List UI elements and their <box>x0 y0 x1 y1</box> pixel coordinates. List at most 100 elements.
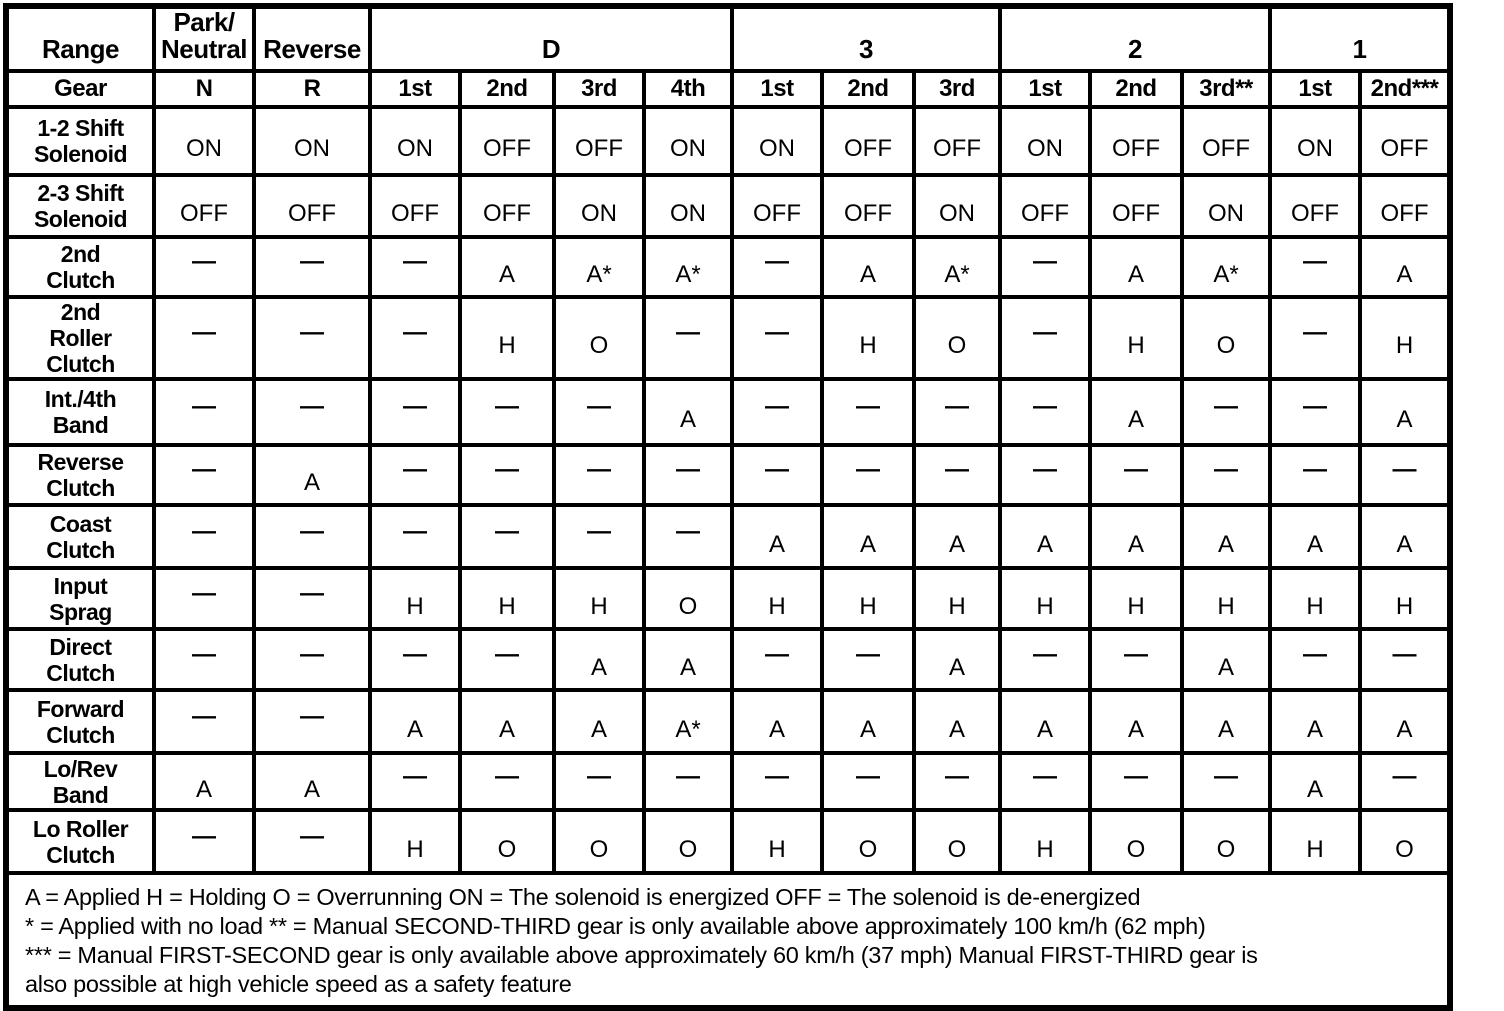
gear-header-cell: 2nd <box>820 69 916 109</box>
applied-value: OFF <box>180 200 228 227</box>
value-cell: — <box>252 808 372 875</box>
value-cell: H <box>458 295 556 381</box>
value-cell: A <box>998 503 1092 570</box>
notes-line: * = Applied with no load ** = Manual SEC… <box>25 913 1206 939</box>
dash-value: — <box>765 248 789 275</box>
value-cell: — <box>1268 443 1362 507</box>
dash-value: — <box>192 579 216 607</box>
applied-value: ON <box>1208 200 1244 227</box>
gear-header-cell: 4th <box>642 69 734 109</box>
value-cell: — <box>368 443 462 507</box>
applied-value: ON <box>581 200 617 227</box>
value-cell: OFF <box>252 173 372 239</box>
value-cell: — <box>252 235 372 299</box>
dash-value: — <box>495 517 519 545</box>
value-cell: A <box>1088 235 1184 299</box>
value-cell: A <box>1088 503 1184 570</box>
dash-value: — <box>1303 456 1327 483</box>
value-cell: H <box>730 808 824 875</box>
gear-header-cell: N <box>152 69 256 109</box>
row-label-cell: Direct Clutch <box>4 627 156 692</box>
dash-value: — <box>403 640 427 668</box>
value-cell: — <box>1088 627 1184 692</box>
dash-value: — <box>765 640 789 668</box>
dash-value: — <box>403 319 427 346</box>
value-cell: ON <box>1268 105 1362 177</box>
row-label-cell: Reverse Clutch <box>4 443 156 507</box>
dash-value: — <box>192 702 216 730</box>
value-cell: H <box>1088 566 1184 631</box>
dash-value: — <box>1214 456 1238 483</box>
dash-value: — <box>192 517 216 545</box>
value-cell: A <box>642 627 734 692</box>
clutch-application-table: Range Park/ Neutral Reverse D 3 2 1 Gear N R 1s… <box>3 3 1453 1011</box>
applied-value: H <box>1306 592 1324 620</box>
value-cell: A <box>458 688 556 755</box>
value-cell: A <box>252 443 372 507</box>
value-cell: O <box>820 808 916 875</box>
dash-value: — <box>765 393 789 420</box>
dash-value: — <box>856 393 880 420</box>
dash-value: — <box>1033 456 1057 483</box>
value-cell: H <box>1358 295 1452 381</box>
value-cell: — <box>642 751 734 812</box>
applied-value: OFF <box>933 135 981 162</box>
value-cell: — <box>642 503 734 570</box>
table-body: 1-2 Shift Solenoid ON ON ON OFF OFF ON ON OFF OFF… <box>4 105 1452 875</box>
value-cell: O <box>642 566 734 631</box>
dash-value: — <box>676 517 700 545</box>
dash-value: — <box>1214 762 1238 790</box>
value-cell: — <box>1180 443 1272 507</box>
dash-value: — <box>403 393 427 420</box>
applied-value: H <box>1395 332 1414 359</box>
applied-value: OFF <box>844 135 892 162</box>
applied-value: O <box>1216 332 1236 359</box>
applied-value: O <box>678 835 698 863</box>
value-cell: O <box>642 808 734 875</box>
dash-value: — <box>1033 248 1057 275</box>
value-cell: H <box>1358 566 1452 631</box>
value-cell: ON <box>730 105 824 177</box>
value-cell: A <box>1088 688 1184 755</box>
value-cell: — <box>998 751 1092 812</box>
gear-corner-cell: Gear <box>4 69 156 109</box>
dash-value: — <box>192 640 216 668</box>
value-cell: A <box>552 627 646 692</box>
dash-value: — <box>1033 319 1057 346</box>
applied-value: H <box>948 592 966 620</box>
value-cell: ON <box>912 173 1002 239</box>
range-group-header: Park/ Neutral <box>152 4 256 73</box>
dash-value: — <box>300 517 324 545</box>
value-cell: OFF <box>1088 173 1184 239</box>
value-cell: A <box>1268 503 1362 570</box>
notes-line: also possible at high vehicle speed as a… <box>25 971 572 997</box>
value-cell: ON <box>998 105 1092 177</box>
value-cell: H <box>820 566 916 631</box>
value-cell: A <box>1180 688 1272 755</box>
value-cell: OFF <box>552 105 646 177</box>
dash-value: — <box>495 393 519 420</box>
applied-value: A* <box>586 261 612 288</box>
value-cell: — <box>1088 443 1184 507</box>
value-cell: A <box>152 751 256 812</box>
value-cell: — <box>1180 377 1272 447</box>
dash-value: — <box>1124 640 1148 668</box>
dash-value: — <box>192 319 216 346</box>
value-cell: A <box>1180 503 1272 570</box>
applied-value: H <box>590 592 608 620</box>
value-cell: — <box>730 627 824 692</box>
applied-value: A <box>498 715 515 743</box>
value-cell: O <box>552 295 646 381</box>
value-cell: H <box>1088 295 1184 381</box>
value-cell: O <box>1358 808 1452 875</box>
value-cell: H <box>912 566 1002 631</box>
applied-value: A <box>1306 530 1323 558</box>
value-cell: H <box>1268 566 1362 631</box>
scanned-manual-page: Range Park/ Neutral Reverse D 3 2 1 Gear N R 1s… <box>3 3 1453 1011</box>
applied-value: OFF <box>483 200 531 227</box>
table-row: 2nd Roller Clutch — — — H O — — H O — H O — H <box>4 295 1452 381</box>
applied-value: A <box>1127 715 1144 743</box>
value-cell: — <box>730 235 824 299</box>
row-label-cell: 1-2 Shift Solenoid <box>4 105 156 177</box>
applied-value: H <box>1127 332 1145 359</box>
